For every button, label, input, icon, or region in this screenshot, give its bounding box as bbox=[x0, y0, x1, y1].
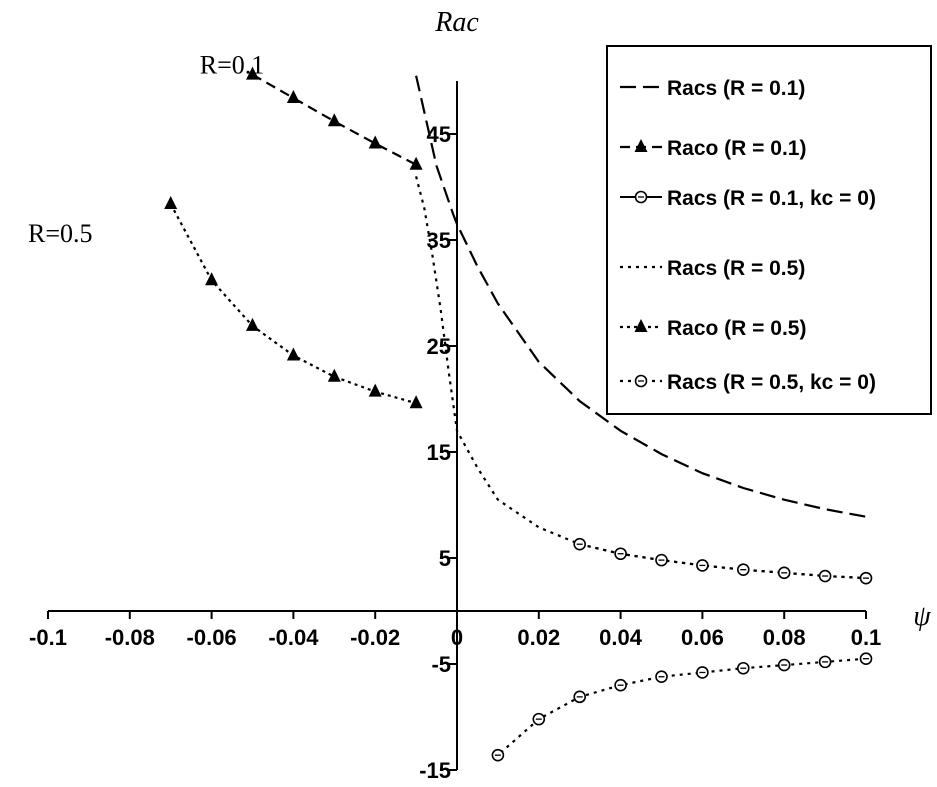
series-1-point bbox=[246, 66, 259, 80]
series-1-point bbox=[286, 89, 300, 103]
x-tick-label: 0.04 bbox=[599, 625, 643, 650]
legend-label: Racs (R = 0.1) bbox=[667, 77, 805, 100]
x-tick-label: 0.02 bbox=[517, 625, 560, 650]
plot-area bbox=[164, 66, 873, 762]
series-4-point bbox=[286, 347, 300, 361]
legend-label: Racs (R = 0.5) bbox=[667, 257, 805, 280]
y-axis-title: Rac bbox=[434, 7, 479, 38]
series-1-point bbox=[327, 113, 341, 127]
x-tick-label: -0.1 bbox=[29, 625, 67, 650]
x-tick-label: 0.06 bbox=[681, 625, 724, 650]
annotations: R=0.1 R=0.5 bbox=[28, 51, 264, 249]
y-tick-label: 45 bbox=[427, 122, 451, 147]
series-1-point bbox=[409, 156, 423, 170]
x-axis-title: ψ bbox=[913, 601, 931, 632]
series-4-line bbox=[169, 203, 417, 405]
legend-label: Racs (R = 0.1, kc = 0) bbox=[667, 187, 876, 210]
series-5-line bbox=[579, 543, 867, 580]
series-1-point bbox=[368, 135, 382, 149]
legend-label: Racs (R = 0.5, kc = 0) bbox=[667, 371, 876, 394]
legend-swatch-marker bbox=[634, 139, 648, 152]
x-tick-label: -0.06 bbox=[187, 625, 237, 650]
series-0-line bbox=[415, 75, 867, 518]
axes: -0.1 -0.08 -0.06 -0.04 -0.02 0 0.02 0.04 0.06 0.0… bbox=[29, 7, 931, 783]
y-tick-label: 5 bbox=[439, 546, 451, 571]
y-tick-label: 25 bbox=[427, 334, 451, 359]
x-tick-label: 0.1 bbox=[851, 625, 882, 650]
series-4-point bbox=[368, 383, 382, 397]
series-4-point bbox=[205, 272, 219, 286]
legend-box bbox=[606, 45, 932, 415]
annotation-label: R=0.5 bbox=[28, 219, 93, 248]
x-tick-label: 0.08 bbox=[763, 625, 806, 650]
x-tick-label: -0.04 bbox=[268, 625, 319, 650]
y-tick-label: -15 bbox=[419, 758, 451, 783]
legend-label: Raco (R = 0.1) bbox=[667, 137, 806, 160]
series-5-line bbox=[497, 657, 867, 757]
series-4-point bbox=[409, 395, 423, 409]
legend: Racs (R = 0.1) Raco (R = 0.1) Racs (R = 0.… bbox=[606, 45, 932, 415]
annotation-label: R=0.1 bbox=[200, 51, 265, 80]
x-tick-label: -0.02 bbox=[350, 625, 400, 650]
x-tick-label: 0 bbox=[451, 625, 463, 650]
y-tick-label: -5 bbox=[431, 652, 451, 677]
series-4-point bbox=[246, 317, 259, 331]
legend-swatch-marker bbox=[634, 319, 648, 332]
y-tick-label: 15 bbox=[427, 440, 451, 465]
legend-label: Raco (R = 0.5) bbox=[667, 317, 806, 340]
series-4-point bbox=[164, 195, 178, 209]
x-tick-label: -0.08 bbox=[105, 625, 155, 650]
series-4-point bbox=[327, 368, 341, 382]
